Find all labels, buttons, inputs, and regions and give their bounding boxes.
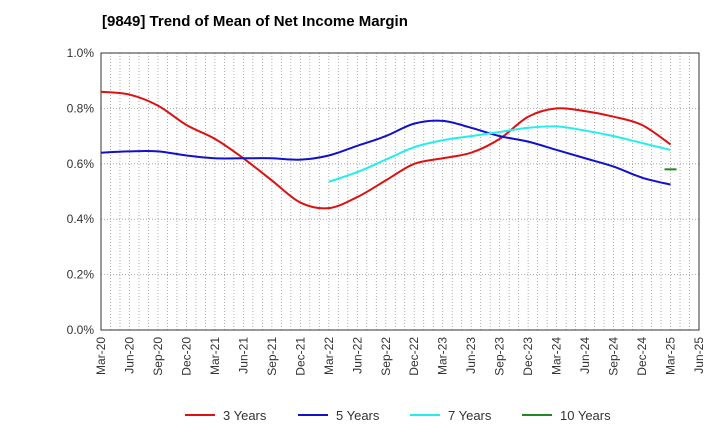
y-tick-label: 0.6% — [67, 157, 95, 171]
x-tick-label: Sep-24 — [607, 337, 621, 376]
x-tick-label: Dec-20 — [179, 337, 193, 376]
x-tick-label: Jun-21 — [236, 337, 250, 374]
x-tick-label: Dec-22 — [407, 337, 421, 376]
chart-title: [9849] Trend of Mean of Net Income Margi… — [102, 13, 408, 30]
x-tick-label: Jun-22 — [350, 337, 364, 374]
x-tick-label: Jun-25 — [692, 337, 706, 374]
x-tick-label: Sep-23 — [493, 337, 507, 376]
x-tick-label: Jun-24 — [578, 337, 592, 374]
x-tick-label: Mar-23 — [436, 337, 450, 375]
x-tick-label: Dec-24 — [635, 337, 649, 376]
legend-label: 3 Years — [223, 408, 267, 423]
y-tick-label: 0.8% — [67, 101, 95, 115]
y-tick-label: 1.0% — [67, 46, 95, 60]
grid-lines — [101, 52, 699, 330]
legend: 3 Years 5 Years 7 Years 10 Years — [185, 408, 611, 423]
x-tick-label: Jun-20 — [122, 337, 136, 374]
x-tick-label: Mar-21 — [208, 337, 222, 375]
x-tick-label: Dec-23 — [521, 337, 535, 376]
x-tick-label: Sep-21 — [265, 337, 279, 376]
series-line-3-years — [100, 90, 672, 210]
x-tick-label: Jun-23 — [464, 337, 478, 374]
axes — [100, 52, 700, 331]
x-tick-label: Mar-25 — [664, 337, 678, 375]
y-tick-label: 0.4% — [67, 212, 95, 226]
x-tick-label: Dec-21 — [293, 337, 307, 376]
series-line-5-years — [100, 119, 671, 186]
tick-labels: 0.0% 0.2% 0.4% 0.6% 0.8% 1.0% Mar-20 Jun-20 Sep-… — [67, 46, 706, 376]
series-lines — [100, 90, 677, 210]
y-tick-label: 0.2% — [67, 268, 95, 282]
legend-label: 7 Years — [448, 408, 492, 423]
y-tick-label: 0.0% — [67, 323, 95, 337]
x-tick-label: Mar-22 — [322, 337, 336, 375]
legend-label: 5 Years — [336, 408, 380, 423]
x-tick-label: Mar-24 — [550, 337, 564, 375]
x-tick-label: Mar-20 — [94, 337, 108, 375]
legend-label: 10 Years — [560, 408, 611, 423]
x-tick-label: Sep-20 — [151, 337, 165, 376]
x-tick-label: Sep-22 — [379, 337, 393, 376]
plot-frame — [100, 52, 700, 331]
series-line-7-years — [328, 125, 671, 183]
